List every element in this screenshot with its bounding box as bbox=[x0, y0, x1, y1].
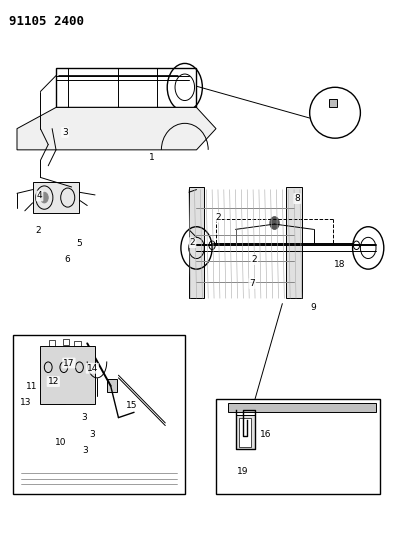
Circle shape bbox=[40, 192, 48, 203]
Bar bbox=[216, 399, 380, 495]
Text: 18: 18 bbox=[334, 261, 346, 269]
Bar bbox=[62, 338, 69, 345]
Text: 12: 12 bbox=[48, 377, 59, 386]
Polygon shape bbox=[286, 187, 302, 298]
Text: 7: 7 bbox=[250, 279, 255, 288]
Text: 2: 2 bbox=[215, 213, 221, 222]
Text: 16: 16 bbox=[260, 430, 272, 439]
Text: 2: 2 bbox=[252, 255, 257, 264]
Text: 1: 1 bbox=[149, 154, 154, 163]
Text: 4: 4 bbox=[37, 191, 42, 200]
Text: 3: 3 bbox=[82, 413, 87, 422]
Text: 14: 14 bbox=[86, 364, 98, 373]
Polygon shape bbox=[189, 187, 204, 298]
Text: 9: 9 bbox=[310, 303, 316, 312]
Bar bbox=[107, 379, 116, 392]
Text: 91105 2400: 91105 2400 bbox=[9, 14, 84, 28]
Text: 5: 5 bbox=[77, 239, 82, 248]
Text: 20: 20 bbox=[330, 107, 342, 116]
Circle shape bbox=[270, 216, 279, 229]
Polygon shape bbox=[17, 108, 216, 150]
Bar bbox=[43, 389, 50, 395]
Bar bbox=[239, 418, 251, 447]
Text: 6: 6 bbox=[64, 255, 70, 264]
Bar bbox=[329, 100, 337, 108]
Text: 19: 19 bbox=[237, 467, 248, 476]
Text: 11: 11 bbox=[26, 382, 38, 391]
Text: 10: 10 bbox=[55, 438, 67, 447]
Text: 17: 17 bbox=[63, 359, 75, 367]
Polygon shape bbox=[33, 182, 79, 214]
Ellipse shape bbox=[310, 87, 360, 138]
Bar bbox=[228, 403, 376, 413]
Text: 8: 8 bbox=[294, 194, 300, 203]
Text: 3: 3 bbox=[83, 446, 88, 455]
Bar bbox=[235, 415, 255, 449]
Polygon shape bbox=[40, 346, 95, 405]
Text: 3: 3 bbox=[90, 430, 95, 439]
Text: 3: 3 bbox=[62, 128, 68, 137]
Bar bbox=[13, 335, 185, 495]
Bar bbox=[51, 396, 57, 402]
Text: 2: 2 bbox=[190, 238, 195, 247]
Text: 15: 15 bbox=[126, 401, 137, 410]
Bar bbox=[74, 341, 81, 348]
Bar bbox=[59, 398, 65, 405]
Bar bbox=[49, 340, 55, 346]
Text: 13: 13 bbox=[20, 398, 32, 407]
Text: 2: 2 bbox=[36, 226, 41, 235]
